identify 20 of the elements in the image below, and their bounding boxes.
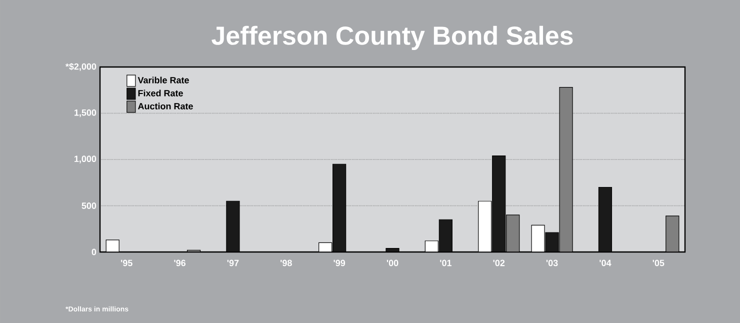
- x-tick-label: '00: [386, 260, 398, 266]
- y-tick-label: 0: [92, 248, 96, 256]
- y-tick-label: 1,500: [74, 109, 96, 118]
- legend-label: Fixed Rate: [138, 90, 183, 96]
- x-tick-label: '96: [174, 260, 186, 266]
- legend-label: Varible Rate: [138, 76, 189, 84]
- x-tick-label: '97: [227, 260, 239, 266]
- chart-title: Jefferson County Bond Sales: [212, 26, 573, 50]
- y-tick-label: 1,000: [74, 156, 96, 164]
- x-tick-label: '05: [652, 260, 664, 266]
- legend-label: Auction Rate: [138, 102, 193, 110]
- x-tick-label: '04: [600, 260, 612, 266]
- y-tick-label: *$2,000: [65, 62, 96, 72]
- x-tick-label: '02: [493, 260, 505, 266]
- x-tick-label: '98: [280, 260, 292, 266]
- x-tick-label: '03: [546, 260, 558, 266]
- y-tick-label: 500: [82, 202, 96, 209]
- x-tick-label: '95: [121, 260, 132, 266]
- x-tick-label: '01: [440, 260, 452, 266]
- x-tick-label: '99: [334, 260, 346, 266]
